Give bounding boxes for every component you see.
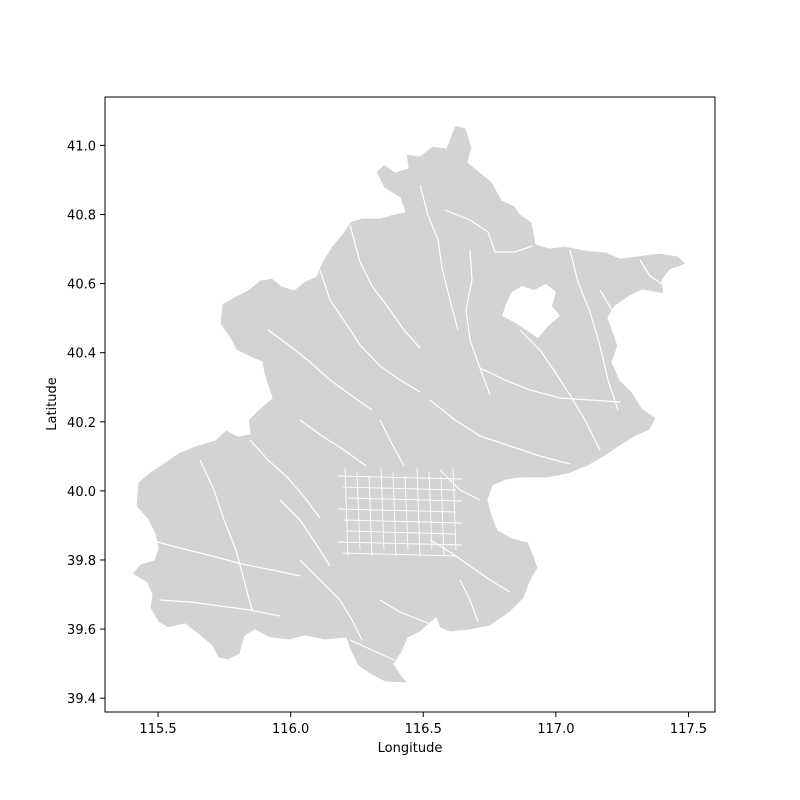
district-boundary bbox=[299, 419, 367, 467]
district-boundary bbox=[299, 559, 363, 641]
axes-frame bbox=[104, 96, 716, 713]
y-axis-label: Latitude bbox=[45, 377, 60, 431]
urban-boundary bbox=[337, 508, 457, 513]
x-tick-label: 117.0 bbox=[537, 722, 574, 737]
x-axis-label: Longitude bbox=[378, 741, 443, 756]
urban-boundary bbox=[380, 467, 385, 551]
district-boundary bbox=[159, 599, 281, 617]
district-boundary bbox=[444, 209, 533, 253]
urban-boundary bbox=[344, 467, 349, 557]
urban-boundary bbox=[416, 467, 421, 557]
urban-boundary bbox=[342, 486, 457, 491]
district-boundary bbox=[349, 639, 395, 661]
district-boundary bbox=[149, 539, 301, 577]
district-boundary bbox=[599, 289, 631, 321]
urban-boundary bbox=[356, 471, 361, 551]
district-boundary bbox=[419, 184, 459, 331]
beijing-region-shape bbox=[131, 124, 688, 684]
y-tick-label: 40.8 bbox=[67, 208, 96, 223]
y-axis-ticks: 39.4 39.6 39.8 40.0 40.2 40.4 40.6 40.8 41.0 bbox=[67, 139, 105, 707]
y-tick-label: 40.2 bbox=[67, 416, 96, 431]
district-boundary bbox=[349, 224, 421, 349]
district-boundary bbox=[249, 439, 321, 519]
urban-boundary bbox=[342, 519, 463, 524]
y-tick-label: 39.6 bbox=[67, 623, 96, 638]
district-boundary bbox=[279, 499, 331, 567]
district-boundary bbox=[439, 469, 481, 501]
district-boundary bbox=[569, 249, 619, 411]
y-tick-label: 41.0 bbox=[67, 139, 96, 154]
district-boundary bbox=[267, 329, 373, 411]
urban-boundary bbox=[337, 475, 463, 480]
y-tick-label: 39.8 bbox=[67, 554, 96, 569]
x-tick-label: 115.5 bbox=[139, 722, 176, 737]
urban-boundary bbox=[337, 541, 463, 546]
x-axis-ticks: 115.5 116.0 116.5 117.0 117.5 bbox=[139, 712, 707, 737]
urban-boundary bbox=[347, 497, 463, 502]
district-boundaries bbox=[149, 184, 663, 661]
y-tick-label: 40.4 bbox=[67, 347, 96, 362]
district-boundary bbox=[429, 399, 571, 465]
y-tick-label: 39.4 bbox=[67, 692, 96, 707]
y-tick-label: 40.0 bbox=[67, 485, 96, 500]
district-boundary bbox=[479, 367, 621, 403]
district-boundary bbox=[319, 269, 421, 393]
district-boundary bbox=[459, 579, 479, 623]
x-tick-label: 117.5 bbox=[670, 722, 707, 737]
plot-area bbox=[104, 96, 716, 713]
y-tick-label: 40.6 bbox=[67, 278, 96, 293]
x-tick-label: 116.0 bbox=[272, 722, 309, 737]
district-boundary bbox=[199, 459, 253, 611]
region-outline bbox=[131, 124, 688, 684]
district-boundary bbox=[465, 249, 491, 396]
district-boundary bbox=[379, 599, 441, 629]
urban-boundary bbox=[342, 552, 457, 557]
urban-boundary bbox=[347, 530, 457, 535]
x-tick-label: 116.5 bbox=[405, 722, 442, 737]
reservoir bbox=[502, 284, 560, 338]
urban-core-boundaries bbox=[337, 467, 463, 557]
urban-boundary bbox=[452, 467, 457, 551]
district-boundary bbox=[519, 329, 601, 451]
district-boundary bbox=[379, 419, 405, 467]
district-boundary bbox=[639, 259, 663, 285]
urban-boundary bbox=[392, 471, 397, 557]
